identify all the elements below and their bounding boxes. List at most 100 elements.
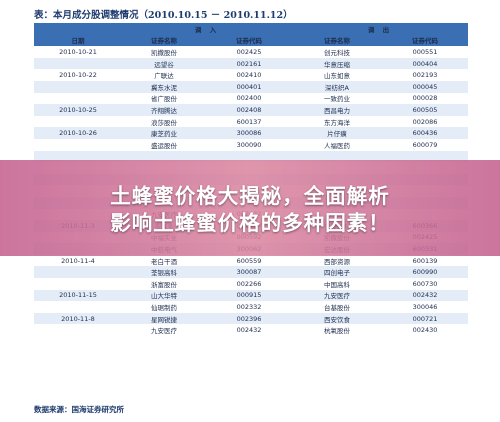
out-code-cell: 000028 [382,92,469,105]
date-cell [34,150,122,163]
data-source-note: 数据来源：国海证券研究所 [34,405,124,414]
in-code-cell: 002266 [206,278,293,290]
out-name-cell: 人福医药 [292,138,383,151]
in-code-cell [206,150,293,163]
date-cell [34,324,122,337]
in-name-cell: 盛运股份 [122,138,206,151]
out-name-cell: 创元科技 [292,46,383,58]
table-row: 浪莎股份 600137 东方海洋 002086 [34,115,469,128]
date-cell: 2010-11-15 [34,289,122,302]
in-name-cell: 星网锐捷 [122,312,206,325]
table-row: 冀东水泥 000401 深纺织A 000045 [34,80,469,93]
out-code-cell: 002193 [382,69,469,81]
table-row: 九安医疗 002432 杭氧股份 002430 [34,324,469,337]
in-name-cell: 康芝药业 [122,127,206,139]
col-out-name: 证券名称 [292,34,383,47]
headline-line-2: 影响土蜂蜜价格的多种因素！ [110,211,390,235]
out-code-cell: 600079 [382,138,469,151]
in-name-cell: 齐翔腾达 [122,104,206,116]
out-code-cell: 000404 [382,57,469,70]
in-code-cell: 600137 [206,115,293,128]
col-in-code: 证券代码 [206,34,293,47]
date-cell [34,80,122,93]
in-name-cell: 山大华特 [122,289,206,302]
in-code-cell: 002332 [206,301,293,313]
in-name-cell: 远望谷 [122,57,206,70]
date-cell [34,92,122,105]
in-name-cell: 广联达 [122,69,206,81]
in-name-cell: 凯撒股份 [122,46,206,58]
out-code-cell: 000721 [382,312,469,325]
out-name-cell: 深纺织A [292,80,383,93]
date-cell [34,301,122,313]
in-name-cell: 浪莎股份 [122,115,206,128]
out-code-cell: 000045 [382,80,469,93]
headline-line-1: 土蜂蜜价格大揭秘，全面解析 [110,184,390,208]
in-code-cell: 002425 [206,46,293,58]
table-row: 仙琚制药 002332 台基股份 300046 [34,301,469,313]
table-row: 2010-10-25 齐翔腾达 002408 西昌电力 600505 [34,104,469,116]
in-code-cell: 300086 [206,127,293,139]
header-out: 调 出 [292,23,469,35]
table-row [34,150,469,163]
out-name-cell: 西昌电力 [292,104,383,116]
date-cell [34,138,122,151]
in-name-cell: 九安医疗 [122,324,206,337]
col-date: 日期 [34,34,122,47]
table-row: 盛运股份 300090 人福医药 600079 [34,138,469,151]
col-in-name: 证券名称 [122,34,206,47]
out-name-cell: 台基股份 [292,301,383,313]
out-name-cell: 西安饮食 [292,312,383,325]
in-code-cell: 002432 [206,324,293,337]
table-row: 2010-11-15 山大华特 000915 九安医疗 002432 [34,289,469,302]
date-cell: 2010-10-22 [34,69,122,81]
in-name-cell [122,150,206,163]
out-name-cell: 东方海洋 [292,115,383,128]
in-code-cell: 002410 [206,69,293,81]
out-code-cell: 002432 [382,289,469,302]
table-row: 荃银高科 300087 四创电子 600990 [34,266,469,279]
date-cell [34,57,122,70]
table-row: 浙富股份 002266 中国高科 600730 [34,278,469,290]
header-in: 调 入 [122,23,293,35]
table-row: 远望谷 002161 华意压缩 000404 [34,57,469,70]
in-code-cell: 002408 [206,104,293,116]
in-name-cell: 浙富股份 [122,278,206,290]
out-code-cell: 600436 [382,127,469,139]
in-name-cell: 荃银高科 [122,266,206,279]
date-cell [34,266,122,279]
out-name-cell [292,150,383,163]
table-row: 2010-11-8 星网锐捷 002396 西安饮食 000721 [34,312,469,325]
out-name-cell: 中国高科 [292,278,383,290]
in-code-cell: 600559 [206,254,293,267]
header-row-groups: 调 入 调 出 [34,23,469,35]
out-code-cell: 002430 [382,324,469,337]
date-cell: 2010-10-26 [34,127,122,139]
out-name-cell: 杭氧股份 [292,324,383,337]
in-name-cell: 老白干酒 [122,254,206,267]
out-code-cell: 600990 [382,266,469,279]
out-code-cell: 000551 [382,46,469,58]
out-name-cell: 华意压缩 [292,57,383,70]
out-code-cell: 600139 [382,254,469,267]
table-row: 省广股份 002400 一致药业 000028 [34,92,469,105]
headline-banner [0,160,500,256]
date-cell [34,278,122,290]
out-name-cell: 山东如意 [292,69,383,81]
table-row: 2010-11-4 老白干酒 600559 西部资源 600139 [34,254,469,267]
in-name-cell: 省广股份 [122,92,206,105]
table-caption: 表：本月成分股调整情况（2010.10.15 － 2010.11.12） [34,10,293,21]
out-name-cell: 九安医疗 [292,289,383,302]
out-name-cell: 西部资源 [292,254,383,267]
out-code-cell: 002086 [382,115,469,128]
date-cell: 2010-11-8 [34,312,122,325]
header-blank [34,23,122,35]
in-code-cell: 002400 [206,92,293,105]
in-code-cell: 002396 [206,312,293,325]
date-cell: 2010-11-4 [34,254,122,267]
in-code-cell: 000915 [206,289,293,302]
in-code-cell: 300087 [206,266,293,279]
in-name-cell: 冀东水泥 [122,80,206,93]
col-out-code: 证券代码 [382,34,469,47]
out-name-cell: 片仔癀 [292,127,383,139]
